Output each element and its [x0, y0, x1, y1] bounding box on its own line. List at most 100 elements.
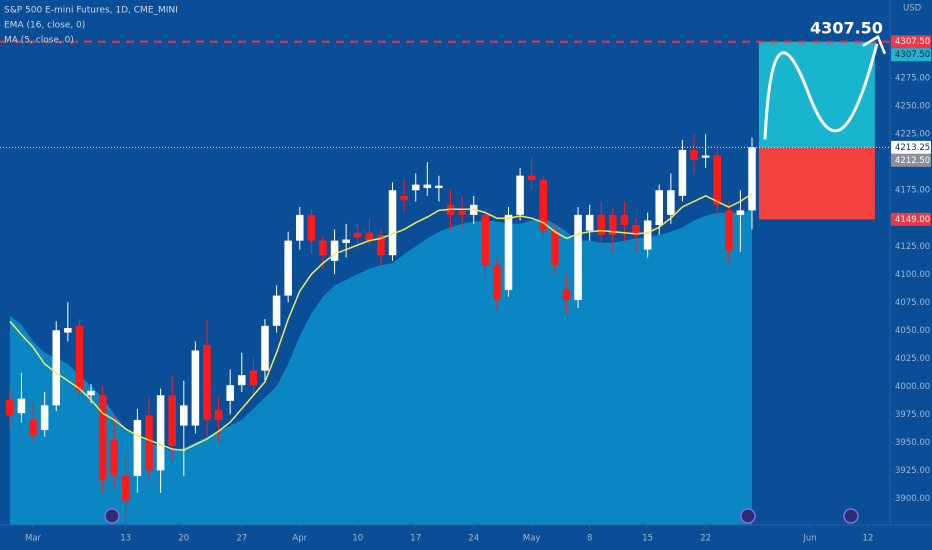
candle-body: [122, 475, 130, 501]
candle-body: [238, 375, 246, 386]
candle-body: [400, 195, 408, 201]
ema-line: [9, 192, 753, 451]
y-tick-label: 4125.00: [895, 242, 930, 252]
price-tag-label: 4149.00: [895, 215, 930, 225]
x-tick-label: 10: [352, 534, 363, 544]
candle-body: [539, 180, 548, 231]
candle-body: [64, 328, 72, 333]
event-icon[interactable]: [740, 508, 756, 524]
candle-body: [690, 149, 698, 160]
candle-body: [75, 325, 84, 391]
price-tag: [891, 153, 931, 167]
y-tick-label: 3925.00: [895, 466, 930, 476]
stop-zone: [758, 147, 875, 220]
x-tick-label: Mar: [25, 534, 42, 544]
y-tick-label: 4225.00: [895, 130, 930, 140]
x-tick-label: Apr: [292, 534, 307, 544]
price-tag-label: 4213.25: [895, 143, 930, 153]
candle-body: [516, 175, 524, 215]
y-tick-label: 4050.00: [895, 326, 930, 336]
main-layer: [0, 34, 890, 521]
price-tag: [891, 35, 931, 49]
event-icons: [104, 508, 859, 524]
legend-ema: EMA (16, close, 0): [4, 21, 85, 31]
candle-body: [423, 184, 432, 188]
x-tick-label: 12: [863, 534, 874, 544]
candle-body: [655, 190, 664, 225]
candle-body: [342, 239, 350, 243]
candle-body: [597, 214, 606, 236]
event-icon[interactable]: [104, 508, 120, 524]
candle-body: [678, 149, 687, 196]
candle-body: [17, 398, 26, 414]
candle-body: [6, 399, 14, 416]
candle-body: [701, 155, 710, 158]
candle-body: [435, 185, 443, 188]
candle-body: [40, 405, 49, 431]
candle-body: [98, 395, 107, 481]
y-tick-label: 3950.00: [895, 438, 930, 448]
candle-body: [609, 214, 617, 236]
target-label: 4307.50: [810, 19, 883, 38]
candle-body: [643, 220, 652, 250]
candle-body: [632, 224, 640, 236]
legend-ma: MA (5, close, 0): [4, 36, 74, 46]
price-tag: [891, 212, 931, 226]
candle-body: [284, 240, 292, 296]
candle-body: [585, 214, 594, 231]
candle-body: [214, 409, 223, 420]
candle-body: [168, 395, 176, 446]
candle-body: [191, 350, 200, 426]
candle-body: [562, 289, 571, 301]
candle-body: [110, 440, 118, 475]
y-tick-label: 4250.00: [895, 102, 930, 112]
candle-body: [725, 210, 733, 251]
candle-body: [295, 214, 304, 241]
event-icon[interactable]: [843, 508, 859, 524]
candle-body: [388, 190, 397, 256]
x-tick-label: 22: [700, 534, 711, 544]
candle-body: [180, 405, 188, 426]
price-tag: [891, 48, 931, 62]
candle-body: [481, 214, 490, 266]
candle-body: [748, 147, 756, 211]
candle-body: [527, 175, 536, 181]
candle-body: [307, 214, 316, 241]
x-tick-label: 8: [587, 534, 592, 544]
candle-body: [156, 395, 165, 471]
x-tick-label: 27: [236, 534, 247, 544]
target-zone: [758, 41, 875, 148]
candle-body: [365, 232, 374, 241]
price-tag-label: 4307.50: [895, 50, 930, 60]
x-tick-label: 20: [178, 534, 189, 544]
projection-arrow: [862, 34, 887, 55]
price-tag-label: 4212.50: [895, 156, 930, 166]
candle-body: [29, 419, 37, 436]
candle-body: [504, 214, 513, 290]
candle-body: [620, 214, 629, 225]
candle-body: [226, 385, 234, 401]
y-tick-label: 3975.00: [895, 410, 930, 420]
candle-body: [353, 232, 362, 238]
candle-body: [377, 235, 385, 256]
y-tick-label: 3900.00: [895, 494, 930, 504]
y-tick-label: 4000.00: [895, 382, 930, 392]
candle-body: [330, 240, 339, 261]
y-tick-label: 4025.00: [895, 354, 930, 364]
x-tick-label: May: [523, 534, 541, 544]
candle-body: [145, 415, 153, 471]
y-tick-label: 4075.00: [895, 298, 930, 308]
candle-body: [261, 325, 269, 371]
candle-body: [249, 370, 258, 386]
candle-body: [203, 344, 211, 420]
x-tick-label: 15: [642, 534, 653, 544]
candle-body: [713, 155, 721, 205]
candle-body: [551, 230, 559, 266]
candle-body: [52, 330, 61, 406]
candle-body: [574, 214, 582, 301]
legend-title: S&P 500 E-mini Futures, 1D, CME_MINI: [4, 6, 178, 16]
candle-body: [272, 295, 281, 326]
x-tick-label: Jun: [802, 534, 816, 544]
x-tick-label: 24: [468, 534, 479, 544]
candle-body: [667, 190, 675, 215]
